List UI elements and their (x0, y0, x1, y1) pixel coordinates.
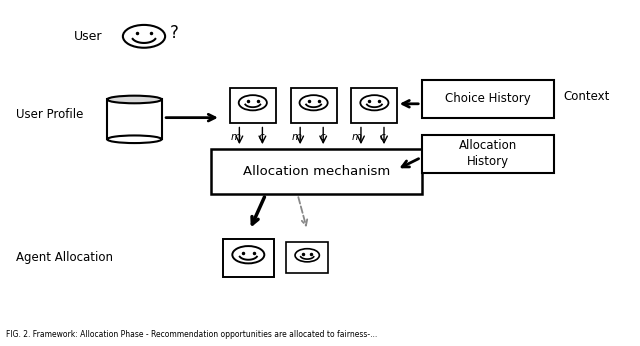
Bar (422, 80, 554, 118)
Text: Context: Context (563, 90, 609, 103)
Text: c: c (259, 132, 264, 142)
Bar (422, 135, 554, 173)
Text: Choice History: Choice History (445, 92, 531, 105)
Bar (291, 88, 337, 123)
Text: Allocation mechanism: Allocation mechanism (243, 165, 390, 178)
Bar (230, 88, 276, 123)
Bar (287, 242, 328, 273)
Text: c: c (380, 132, 385, 142)
Text: c: c (319, 132, 324, 142)
Ellipse shape (108, 95, 162, 103)
Text: Agent Allocation: Agent Allocation (16, 251, 113, 264)
Bar (351, 88, 397, 123)
Text: User: User (74, 30, 102, 43)
Bar (211, 149, 422, 194)
Text: Allocation
History: Allocation History (459, 139, 517, 169)
Bar (223, 239, 274, 277)
Text: m: m (291, 132, 301, 142)
Text: m: m (352, 132, 362, 142)
Text: ?: ? (170, 24, 179, 42)
Text: User Profile: User Profile (16, 108, 83, 121)
Text: FIG. 2. Framework: Allocation Phase - Recommendation opportunities are allocated: FIG. 2. Framework: Allocation Phase - Re… (6, 330, 378, 339)
Text: m: m (230, 132, 241, 142)
